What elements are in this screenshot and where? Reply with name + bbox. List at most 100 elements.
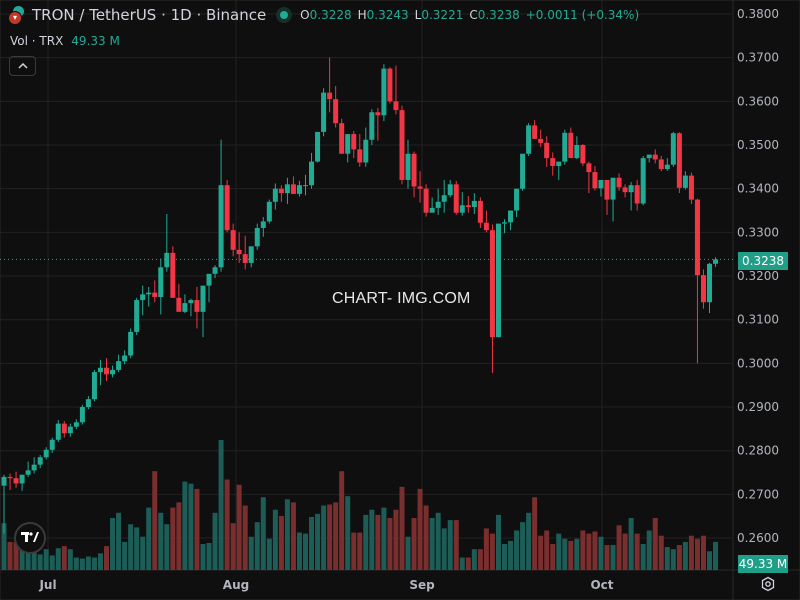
volume-bar (212, 512, 218, 570)
candle (140, 285, 146, 316)
volume-bar (544, 530, 550, 570)
tradingview-logo-icon[interactable] (14, 522, 46, 554)
candle (586, 161, 592, 194)
watermark: CHART- IMG.COM (332, 290, 471, 307)
candle (435, 188, 441, 215)
candle (254, 223, 260, 250)
candle (345, 134, 351, 163)
volume-bar (429, 518, 435, 570)
volume-bar (435, 512, 441, 570)
candle (357, 134, 363, 167)
candle (170, 246, 176, 298)
candle (13, 471, 19, 488)
candle (116, 354, 122, 373)
candle (248, 246, 254, 268)
volume-bar (682, 541, 688, 570)
volume-bar (658, 535, 664, 570)
volume-bar (713, 541, 719, 570)
candle (568, 127, 574, 159)
candle (477, 197, 483, 228)
candle (31, 457, 37, 474)
volume-bar (128, 524, 134, 570)
candle (85, 396, 91, 410)
volume-bar (520, 522, 526, 570)
candle (610, 177, 616, 222)
candle (194, 286, 200, 329)
price-axis-label: 0.3800 (737, 7, 779, 21)
volume-bar (514, 530, 520, 570)
candle (622, 184, 628, 198)
candle (1, 474, 7, 534)
candle (501, 219, 507, 234)
volume-bar (459, 557, 465, 570)
price-axis-label: 0.3700 (737, 51, 779, 65)
candle (164, 214, 170, 272)
volume-bar (200, 544, 206, 570)
volume-bar (568, 540, 574, 570)
volume-bar (339, 471, 345, 570)
volume-bar (628, 518, 634, 570)
volume-bar (634, 533, 640, 570)
market-status-icon (276, 7, 293, 23)
volume-bar (19, 541, 25, 570)
candle (369, 109, 375, 146)
candle (134, 297, 140, 335)
volume-bar (688, 535, 694, 570)
candle (447, 179, 453, 198)
volume-bar (182, 481, 188, 570)
volume-bar (694, 538, 700, 570)
volume-bar (477, 549, 483, 570)
candle (532, 120, 538, 139)
candle (417, 171, 423, 203)
settings-gear-icon[interactable] (760, 576, 776, 592)
candle (49, 437, 55, 453)
volume-bar (707, 551, 713, 570)
candle (272, 183, 278, 210)
volume-bar (194, 488, 200, 570)
candle (646, 154, 652, 163)
candle (471, 193, 477, 215)
volume-bar (333, 502, 339, 570)
candle (333, 86, 339, 128)
volume-bar (296, 532, 302, 570)
volume-bar (610, 545, 616, 570)
candle (182, 294, 188, 314)
candle (152, 280, 158, 303)
volume-bar (393, 509, 399, 570)
volume-bar (399, 486, 405, 570)
candle (146, 286, 152, 307)
volume-bar (598, 536, 604, 570)
candle (465, 196, 471, 213)
volume-bar (13, 541, 19, 570)
candle (206, 273, 212, 303)
change-value: +0.0011 (+0.34%) (525, 8, 640, 22)
symbol-title[interactable]: TRON / TetherUS · 1D · Binance (32, 6, 267, 24)
candle (266, 199, 272, 224)
candle (278, 185, 284, 202)
volume-bar (110, 518, 116, 570)
candle (429, 197, 435, 213)
volume-bar (116, 512, 122, 570)
tron-tether-pair-icon: ▾ (8, 6, 26, 25)
volume-bar (25, 549, 31, 570)
collapse-legend-button[interactable] (9, 56, 36, 76)
candle (387, 67, 393, 104)
volume-bar (363, 514, 369, 570)
chevron-up-icon (17, 63, 28, 69)
high-label: H (357, 8, 367, 22)
volume-bar (242, 505, 248, 570)
candle (441, 179, 447, 213)
volume-bar (321, 505, 327, 570)
volume-bar (357, 532, 363, 570)
volume-bar (152, 471, 158, 570)
volume-bar (85, 556, 91, 570)
candle (393, 65, 399, 115)
price-axis-label: 0.3600 (737, 94, 779, 108)
volume-bar (254, 522, 260, 570)
candle (514, 188, 520, 218)
candle (652, 149, 658, 164)
candle (634, 179, 640, 211)
volume-bar (381, 507, 387, 570)
volume-bar (550, 544, 556, 570)
